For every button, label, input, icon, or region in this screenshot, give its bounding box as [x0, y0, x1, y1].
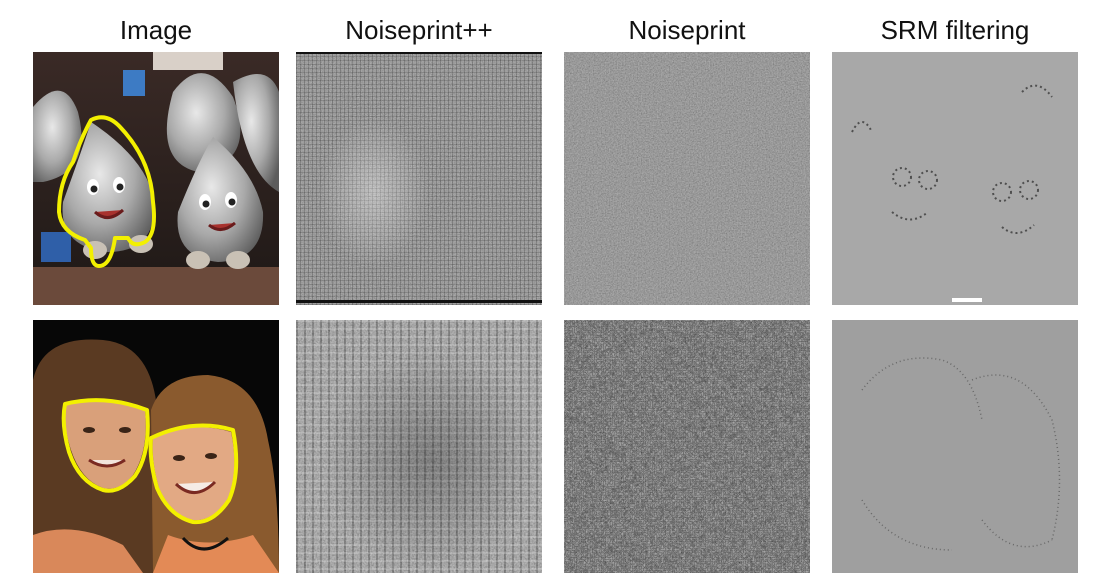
column-title-noiseprint-plusplus: Noiseprint++ — [345, 15, 493, 45]
row1-srm-panel — [832, 52, 1078, 305]
row2-noiseprint-plusplus-panel — [296, 320, 542, 573]
mascot-main — [62, 122, 155, 252]
row1-noiseprint-plusplus-panel — [296, 52, 542, 305]
row1-noiseprint-map — [564, 52, 810, 305]
forgery-outline-row1 — [57, 115, 156, 268]
mascot-bg-left — [33, 90, 82, 182]
column-title-image: Image — [119, 15, 193, 45]
row2-image-panel — [33, 320, 279, 573]
row1-mascot-photo — [33, 52, 279, 305]
row1-srm-map — [832, 52, 1078, 305]
row2-srm-map — [832, 320, 1078, 573]
shelf — [33, 267, 279, 305]
column-title-srm-filtering: SRM filtering — [880, 15, 1030, 45]
forgery-outline-woman — [148, 423, 239, 525]
row2-noiseprint-panel — [564, 320, 810, 573]
detected-region — [319, 117, 429, 267]
row2-noiseprint-map — [564, 320, 810, 573]
mascot-right — [177, 137, 264, 262]
row2-faces-photo — [33, 320, 279, 573]
row2-srm-panel — [832, 320, 1078, 573]
forgery-outline-girl — [61, 398, 150, 493]
row1-noiseprint-panel — [564, 52, 810, 305]
row2-noiseprint-plusplus-map — [296, 320, 542, 573]
column-title-noiseprint: Noiseprint — [628, 15, 746, 45]
girl-face — [64, 401, 146, 489]
row1-noiseprint-plusplus-map — [296, 52, 542, 305]
woman-face — [152, 427, 235, 521]
row1-image-panel — [33, 52, 279, 305]
